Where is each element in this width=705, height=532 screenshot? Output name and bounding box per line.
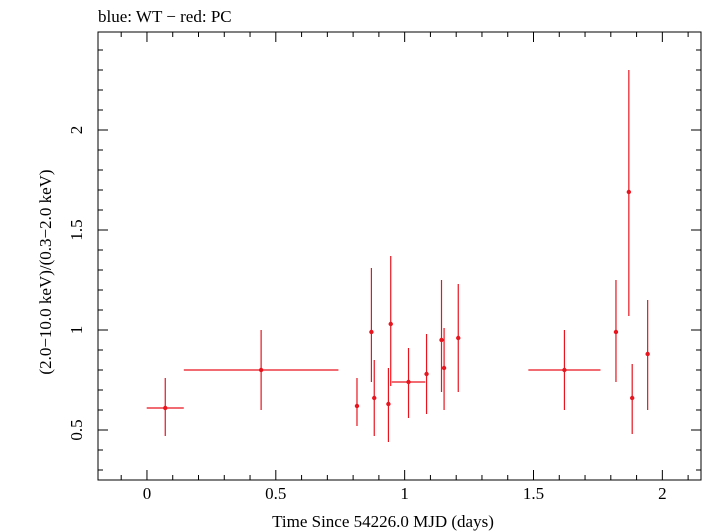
data-marker <box>372 395 377 401</box>
data-marker <box>613 329 619 335</box>
data-marker <box>441 365 447 371</box>
data-marker <box>163 405 168 411</box>
data-marker <box>369 329 374 335</box>
data-point <box>146 378 184 436</box>
data-point <box>528 330 601 410</box>
data-point <box>439 280 444 392</box>
data-marker <box>562 367 567 373</box>
plot-frame <box>97 31 702 481</box>
data-point <box>386 368 391 442</box>
y-tick-label: 0.5 <box>67 419 86 440</box>
data-marker <box>424 371 429 377</box>
data-marker <box>645 351 650 357</box>
data-marker <box>258 367 264 373</box>
data-marker <box>626 189 632 195</box>
data-marker <box>629 395 635 401</box>
chart-title: blue: WT − red: PC <box>98 7 232 26</box>
y-axis: 0.5 1 1.5 2 <box>67 49 701 471</box>
data-marker <box>388 321 393 327</box>
x-axis-label: Time Since 54226.0 MJD (days) <box>272 512 494 531</box>
data-marker <box>439 337 444 343</box>
x-axis: 0 0.5 1 1.5 2 <box>120 32 689 503</box>
data-series-pc <box>146 70 650 442</box>
y-tick-label: 2 <box>67 126 86 135</box>
data-marker <box>354 403 360 409</box>
data-point <box>424 334 429 414</box>
data-point <box>369 268 374 382</box>
y-tick-label: 1.5 <box>67 219 86 240</box>
data-marker <box>386 401 391 407</box>
data-point <box>354 378 360 426</box>
x-tick-label: 1 <box>400 484 409 503</box>
x-tick-label: 0 <box>143 484 152 503</box>
x-tick-label: 2 <box>658 484 667 503</box>
data-point <box>441 328 447 410</box>
data-point <box>626 70 632 316</box>
y-tick-label: 1 <box>67 326 86 335</box>
data-point <box>388 256 393 386</box>
x-tick-label: 1.5 <box>523 484 544 503</box>
data-point <box>613 280 619 382</box>
data-point <box>372 360 377 436</box>
y-axis-label: (2.0−10.0 keV)/(0.3−2.0 keV) <box>36 169 55 374</box>
x-tick-label: 0.5 <box>265 484 286 503</box>
data-marker <box>406 379 411 385</box>
data-marker <box>456 335 461 341</box>
data-point <box>645 300 650 410</box>
data-point <box>183 330 339 410</box>
data-point <box>629 364 635 434</box>
data-point <box>391 348 426 418</box>
data-point <box>456 284 461 392</box>
